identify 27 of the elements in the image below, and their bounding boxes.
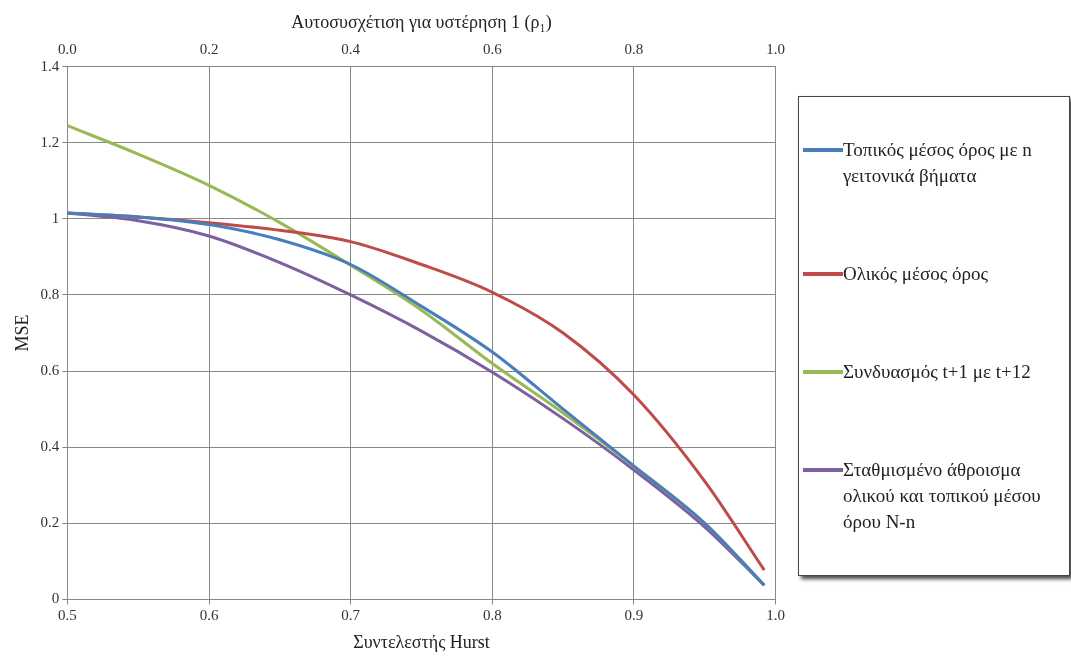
y-tick-label: 0.2	[40, 514, 60, 531]
x2-tick-label: 0.4	[341, 40, 361, 57]
x-tick-label: 1.0	[766, 607, 785, 624]
x-tick-label: 0.6	[199, 607, 219, 624]
x-tick-label: 0.8	[482, 607, 502, 624]
y-tick-label: 0.4	[40, 438, 60, 455]
legend-label: Σταθμισμένο άθροισμα ολικού και τοπικού μέσου όρου N-n	[843, 458, 1042, 534]
x-axis-title: Συντελεστής Hurst	[353, 631, 490, 652]
x2-tick-label: 0.6	[482, 40, 503, 57]
y-tick-label: 0.6	[40, 361, 60, 378]
legend-label: Συνδυασμός t+1 με t+12	[843, 360, 1032, 384]
x-tick-label: 0.7	[341, 607, 361, 624]
y-axis-title: MSE	[11, 314, 32, 352]
x2-tick-label: 0.0	[57, 40, 77, 57]
y-tick-label: 1	[51, 209, 60, 226]
legend-label: Ολικός μέσος όρος	[843, 262, 989, 286]
x-tick-label: 0.9	[624, 607, 644, 624]
x-tick-label: 0.5	[57, 607, 77, 624]
y-tick-label: 0.8	[40, 285, 60, 302]
x2-axis-title: Αυτοσυσχέτιση για υστέρηση 1 (ρ₁)	[291, 11, 552, 33]
y-tick-label: 0	[51, 590, 60, 607]
y-tick-label: 1.4	[40, 57, 60, 74]
x2-tick-label: 0.2	[199, 40, 219, 57]
x2-tick-label: 1.0	[766, 40, 785, 57]
x2-tick-label: 0.8	[624, 40, 644, 57]
y-tick-label: 1.2	[40, 133, 60, 150]
legend-label: Τοπικός μέσος όρος με n γειτονικά βήματα	[843, 138, 1033, 188]
